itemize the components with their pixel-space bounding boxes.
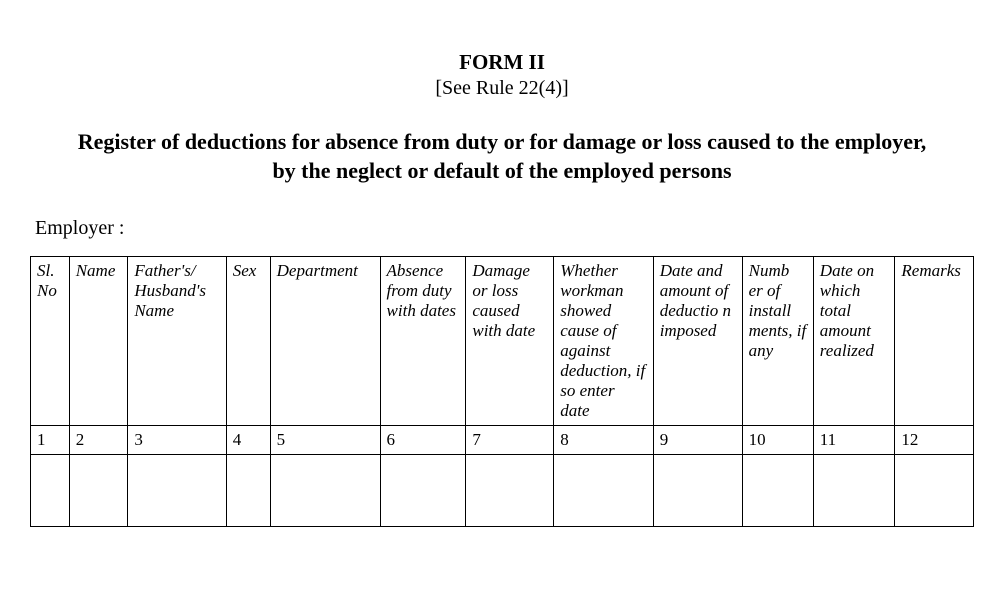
form-title: FORM II [30, 50, 974, 75]
table-header-row: Sl. NoNameFather's/ Husband's NameSexDep… [31, 257, 974, 426]
rule-reference: [See Rule 22(4)] [30, 77, 974, 100]
column-header: Department [270, 257, 380, 426]
column-header: Absence from duty with dates [380, 257, 466, 426]
empty-cell [554, 455, 653, 527]
column-number: 11 [813, 426, 895, 455]
column-header: Damage or loss caused with date [466, 257, 554, 426]
column-header: Whether workman showed cause of against … [554, 257, 653, 426]
register-heading: Register of deductions for absence from … [30, 128, 974, 185]
column-header: Father's/ Husband's Name [128, 257, 226, 426]
empty-cell [466, 455, 554, 527]
deductions-table: Sl. NoNameFather's/ Husband's NameSexDep… [30, 256, 974, 527]
column-number: 8 [554, 426, 653, 455]
column-number: 5 [270, 426, 380, 455]
table-empty-row [31, 455, 974, 527]
empty-cell [380, 455, 466, 527]
heading-line-1: Register of deductions for absence from … [78, 129, 927, 154]
heading-line-2: by the neglect or default of the employe… [272, 158, 731, 183]
column-number: 1 [31, 426, 70, 455]
column-number: 3 [128, 426, 226, 455]
column-number: 12 [895, 426, 974, 455]
empty-cell [128, 455, 226, 527]
empty-cell [69, 455, 128, 527]
table-number-row: 123456789101112 [31, 426, 974, 455]
column-number: 9 [653, 426, 742, 455]
column-header: Numb er of install ments, if any [742, 257, 813, 426]
column-header: Date on which total amount realized [813, 257, 895, 426]
column-header: Sex [226, 257, 270, 426]
employer-line: Employer : [30, 217, 974, 240]
column-number: 6 [380, 426, 466, 455]
empty-cell [742, 455, 813, 527]
column-header: Sl. No [31, 257, 70, 426]
column-number: 2 [69, 426, 128, 455]
column-number: 7 [466, 426, 554, 455]
empty-cell [813, 455, 895, 527]
column-header: Date and amount of deductio n imposed [653, 257, 742, 426]
empty-cell [653, 455, 742, 527]
employer-label: Employer [35, 217, 114, 239]
empty-cell [226, 455, 270, 527]
employer-separator: : [114, 217, 125, 239]
column-number: 4 [226, 426, 270, 455]
column-number: 10 [742, 426, 813, 455]
empty-cell [31, 455, 70, 527]
column-header: Name [69, 257, 128, 426]
empty-cell [895, 455, 974, 527]
empty-cell [270, 455, 380, 527]
column-header: Remarks [895, 257, 974, 426]
